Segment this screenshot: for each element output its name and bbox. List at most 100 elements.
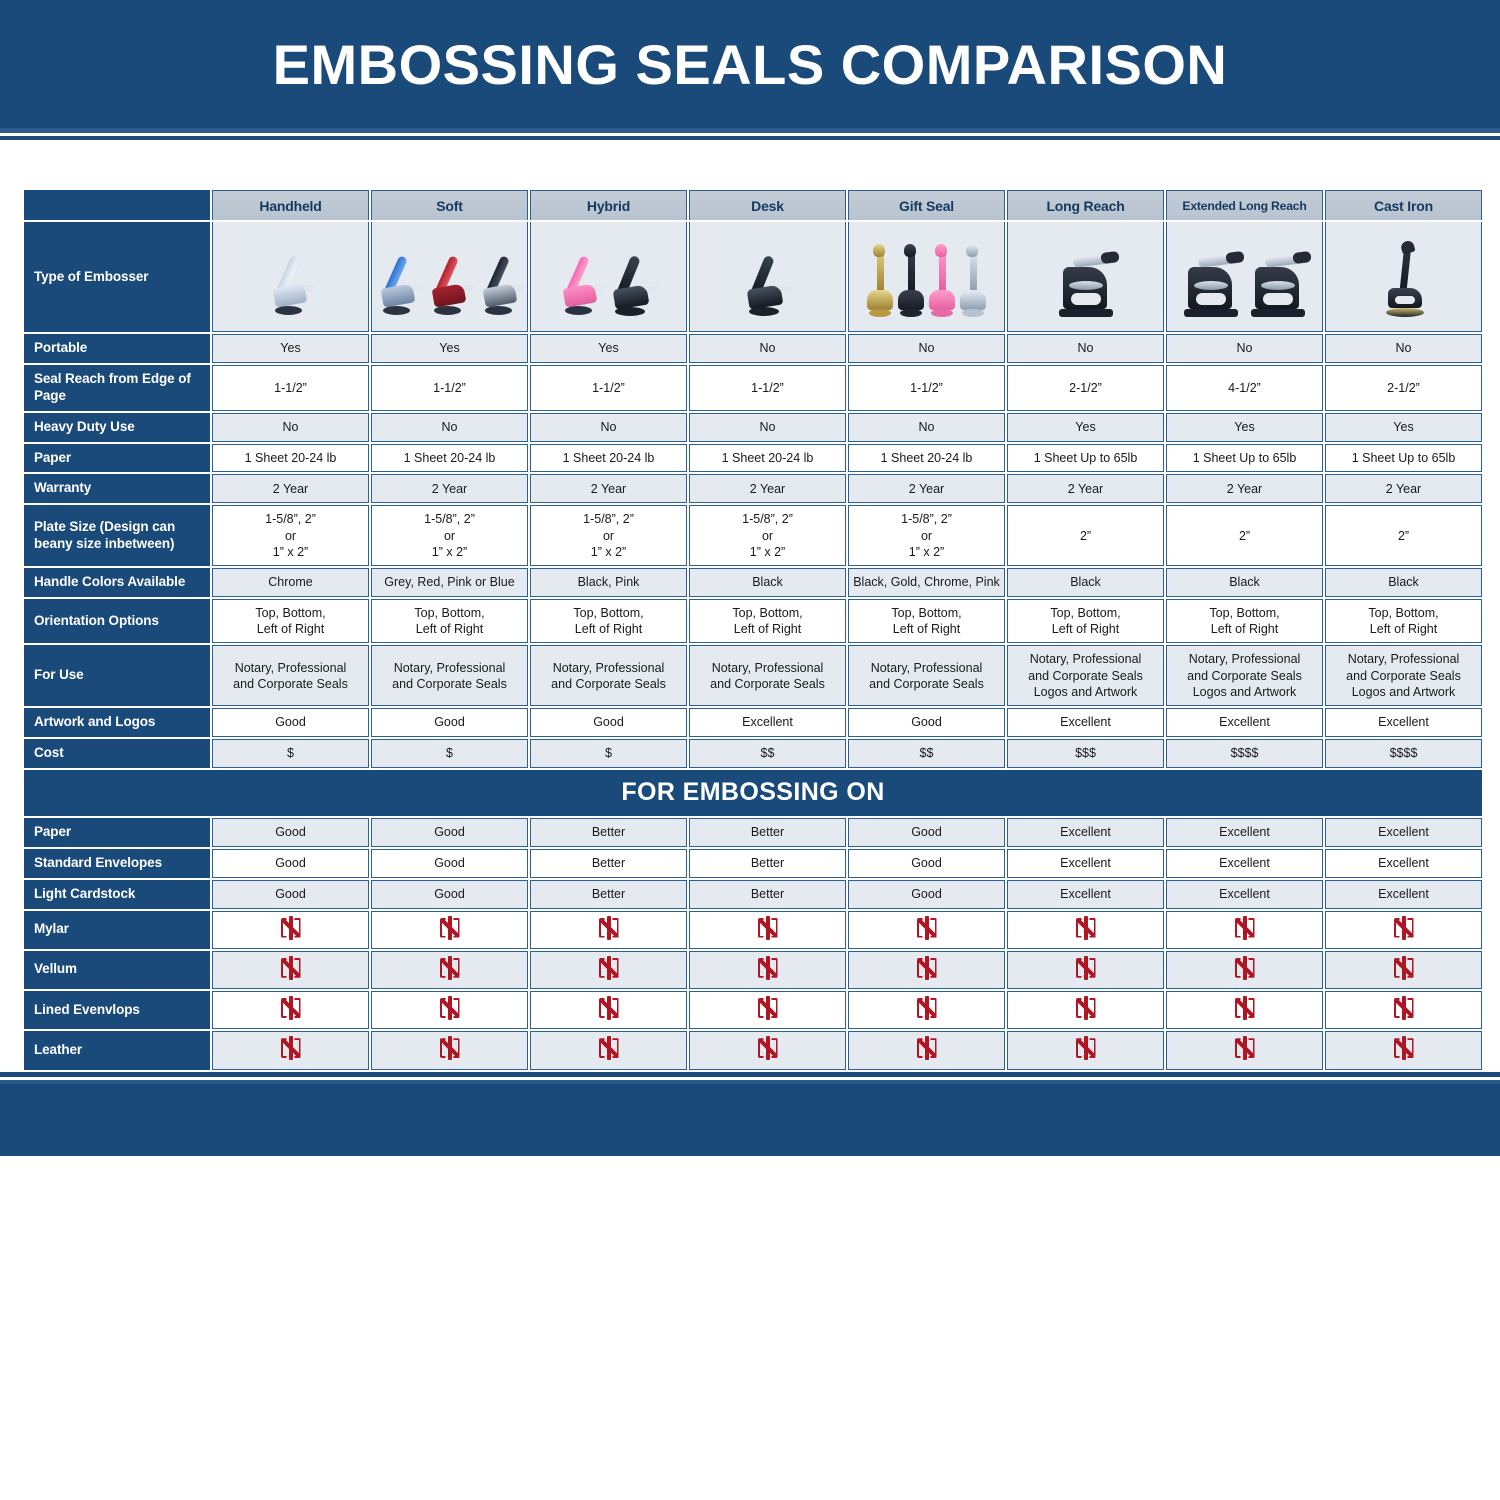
cell-r6-c6: Black [1166,568,1323,597]
cell-r8-c2: Notary, Professional and Corporate Seals [530,645,687,707]
cell-r7-c4: Top, Bottom, Left of Right [848,598,1005,644]
embossing-cell-r5-c2 [530,991,687,1030]
row-label-6: Handle Colors Available [24,568,210,597]
cell-r9-c2: Good [530,708,687,737]
cell-r5-c0: 1-5/8”, 2” or 1” x 2” [212,505,369,566]
cell-r9-c7: Excellent [1325,708,1482,737]
embossing-cell-r2-c0: Good [212,879,369,909]
cell-r3-c6: 1 Sheet Up to 65lb [1166,443,1323,473]
cell-r2-c5: Yes [1007,412,1164,442]
cell-r7-c3: Top, Bottom, Left of Right [689,598,846,644]
embossing-cell-r6-c3 [689,1031,846,1070]
section-banner-row: FOR EMBOSSING ON [24,769,1482,816]
embossing-cell-r1-c3: Better [689,848,846,878]
cell-r9-c5: Excellent [1007,708,1164,737]
row-label-8: For Use [24,645,210,707]
embossing-table-row: Light Cardstock Good Good Better Better Good E… [24,879,1482,909]
row-label-4: Warranty [24,474,210,504]
unsupported-x-icon [1393,955,1415,980]
embossing-cell-r4-c3 [689,950,846,989]
cell-r5-c4: 1-5/8”, 2” or 1” x 2” [848,505,1005,566]
cell-r8-c5: Notary, Professional and Corporate Seals L… [1007,645,1164,707]
unsupported-x-icon [916,915,938,940]
column-header-5: Long Reach [1007,190,1164,220]
cell-r1-c0: 1-1/2” [212,364,369,411]
embossing-table-row: Standard Envelopes Good Good Better Better Go… [24,848,1482,878]
unsupported-x-icon [598,915,620,940]
unsupported-x-icon [280,955,302,980]
embossing-cell-r4-c5 [1007,950,1164,989]
embossing-cell-r2-c4: Good [848,879,1005,909]
cell-r10-c7: $$$$ [1325,739,1482,768]
column-header-2: Hybrid [530,190,687,220]
embossing-cell-r0-c1: Good [371,817,528,847]
cell-r5-c6: 2” [1166,505,1323,566]
unsupported-x-icon [598,955,620,980]
cell-r5-c1: 1-5/8”, 2” or 1” x 2” [371,505,528,566]
cell-r4-c5: 2 Year [1007,474,1164,504]
embossing-table-row: Lined Evenvlops [24,991,1482,1030]
unsupported-x-icon [916,955,938,980]
embossing-cell-r1-c2: Better [530,848,687,878]
embossing-cell-r5-c4 [848,991,1005,1030]
embossing-row-label-1: Standard Envelopes [24,848,210,878]
for-embossing-on-banner: FOR EMBOSSING ON [24,769,1482,816]
column-header-1: Soft [371,190,528,220]
unsupported-x-icon [757,996,779,1020]
row-label-type-of-embosser: Type of Embosser [24,222,210,332]
cell-r0-c4: No [848,334,1005,363]
embossing-cell-r3-c3 [689,910,846,949]
embossing-cell-r4-c6 [1166,950,1323,989]
embossing-cell-r2-c5: Excellent [1007,879,1164,909]
cell-r4-c7: 2 Year [1325,474,1482,504]
cell-r10-c5: $$$ [1007,739,1164,768]
unsupported-x-icon [757,955,779,980]
embossing-cell-r0-c5: Excellent [1007,817,1164,847]
cell-r6-c1: Grey, Red, Pink or Blue [371,568,528,597]
table-corner [24,190,210,220]
cell-r5-c3: 1-5/8”, 2” or 1” x 2” [689,505,846,566]
embossing-cell-r3-c7 [1325,910,1482,949]
cell-r4-c1: 2 Year [371,474,528,504]
embossing-cell-r5-c7 [1325,991,1482,1030]
cell-r2-c7: Yes [1325,412,1482,442]
table-row: Paper 1 Sheet 20-24 lb 1 Sheet 20-24 lb 1 S… [24,443,1482,473]
table-row: Plate Size (Design can beany size inbetw… [24,505,1482,566]
column-header-3: Desk [689,190,846,220]
embossing-cell-r3-c1 [371,910,528,949]
cell-r9-c0: Good [212,708,369,737]
cell-r0-c0: Yes [212,334,369,363]
cell-r7-c0: Top, Bottom, Left of Right [212,598,369,644]
embossing-cell-r3-c2 [530,910,687,949]
banner-rule-white [0,133,1500,136]
embossing-cell-r0-c2: Better [530,817,687,847]
cell-r2-c6: Yes [1166,412,1323,442]
cell-r8-c4: Notary, Professional and Corporate Seals [848,645,1005,707]
embosser-image-row: Type of Embosser [24,222,1482,332]
unsupported-x-icon [439,996,461,1020]
embossing-table-row: Paper Good Good Better Better Good Excellent Ex… [24,817,1482,847]
cell-r3-c2: 1 Sheet 20-24 lb [530,443,687,473]
unsupported-x-icon [1075,1036,1097,1061]
cell-r5-c2: 1-5/8”, 2” or 1” x 2” [530,505,687,566]
embossing-cell-r1-c5: Excellent [1007,848,1164,878]
embosser-image-cell-3 [689,222,846,332]
unsupported-x-icon [280,996,302,1020]
table-row: Warranty 2 Year 2 Year 2 Year 2 Year 2 Year 2 … [24,474,1482,504]
embossing-cell-r0-c3: Better [689,817,846,847]
cell-r0-c2: Yes [530,334,687,363]
embossing-cell-r1-c0: Good [212,848,369,878]
cell-r8-c6: Notary, Professional and Corporate Seals L… [1166,645,1323,707]
embossing-cell-r5-c0 [212,991,369,1030]
embossing-row-label-4: Vellum [24,950,210,989]
embossing-row-label-5: Lined Evenvlops [24,991,210,1030]
unsupported-x-icon [280,915,302,940]
banner-rule-lower [0,136,1500,140]
unsupported-x-icon [916,996,938,1020]
cell-r9-c6: Excellent [1166,708,1323,737]
embossing-cell-r6-c4 [848,1031,1005,1070]
table-row: Orientation Options Top, Bottom, Left of R… [24,598,1482,644]
unsupported-x-icon [598,996,620,1020]
cell-r6-c3: Black [689,568,846,597]
embossing-table-row: Leather [24,1031,1482,1070]
